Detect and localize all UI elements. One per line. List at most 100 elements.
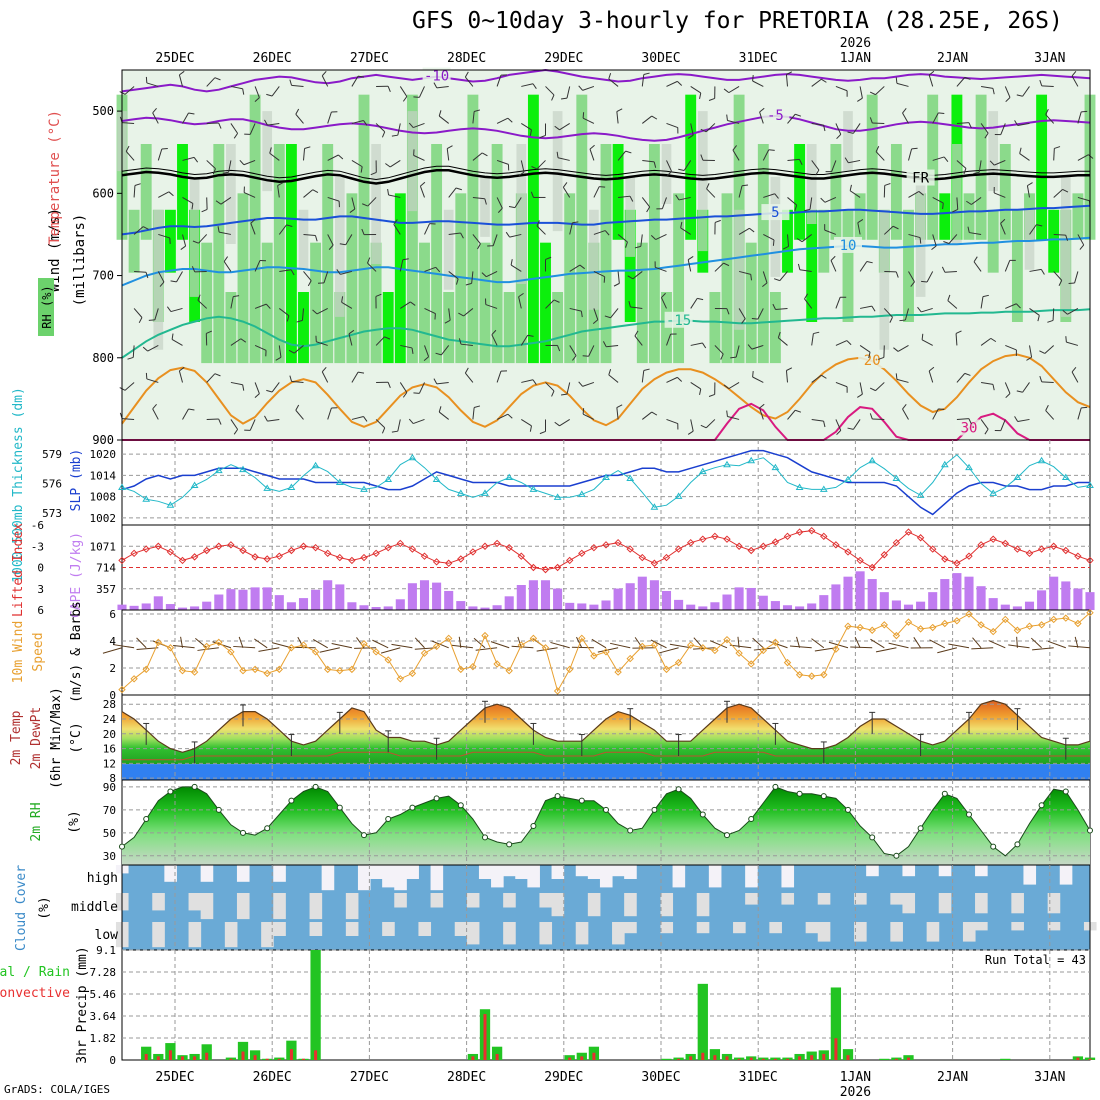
cloud-clear-cell [527, 865, 540, 888]
upper-barb [182, 197, 194, 204]
surface-barb [354, 647, 377, 649]
upper-barb-flag [420, 181, 426, 187]
lifted-index-marker [662, 553, 671, 562]
bottom-date-label: 1JAN [840, 1070, 871, 1085]
cloud-clear-cell [624, 922, 637, 934]
upper-barb [436, 85, 449, 89]
upper-barb [152, 112, 159, 124]
cloud-clear-cell [1047, 922, 1061, 931]
upper-barb [683, 160, 692, 171]
upper-barb [655, 233, 667, 240]
upper-barb [1067, 308, 1079, 315]
upper-barb-flag [188, 112, 195, 115]
upper-barb [617, 271, 620, 284]
upper-barb [400, 301, 411, 309]
cloud-clear-cell [769, 922, 782, 934]
upper-barb-flag [968, 418, 972, 425]
rh-band-dry [334, 176, 345, 317]
wind-speed-marker [626, 654, 634, 663]
cloud-clear-cell [902, 893, 916, 914]
precip-conv-bar [144, 1053, 148, 1060]
upper-barb-flag [1014, 416, 1019, 422]
upper-barb-flag [1040, 269, 1045, 275]
wind-speed-marker [928, 623, 937, 632]
lifted-index-marker [1049, 542, 1058, 550]
upper-barb-flag [747, 344, 753, 350]
rh-band-moist [249, 94, 261, 364]
lifted-index-marker [396, 539, 405, 548]
upper-barb-flag [741, 318, 746, 324]
upper-barb [341, 301, 353, 309]
slp-tick-label: 1014 [90, 469, 117, 482]
upper-barb [1077, 234, 1085, 246]
upper-barb [1029, 224, 1037, 235]
upper-barb [777, 337, 788, 346]
upper-barb [763, 193, 775, 198]
cloud-clear-cell [188, 893, 202, 911]
upper-barb [835, 340, 848, 346]
upper-barb-flag [560, 393, 568, 396]
precip-total-bar [1000, 1058, 1011, 1060]
lifted-index-marker [747, 546, 755, 555]
upper-barb [254, 382, 260, 394]
upper-barb-flag [634, 245, 641, 249]
upper-barb-flag [1005, 393, 1011, 399]
upper-barb [848, 159, 861, 164]
lifted-index-marker [408, 545, 417, 553]
upper-barb [496, 74, 502, 87]
upper-barb-flag [1037, 315, 1040, 322]
upper-barb-flag [384, 336, 391, 340]
rh-band-high [782, 209, 793, 273]
wind-speed-line [121, 612, 1091, 693]
lifted-index-marker [299, 542, 308, 550]
thickness-marker [723, 460, 731, 468]
upper-barb-flag [191, 203, 194, 210]
upper-barb [566, 86, 571, 99]
cape-bar [347, 602, 357, 610]
cloud-clear-cell [612, 865, 625, 877]
upper-barb [926, 271, 934, 283]
precip-conv-bar [725, 1056, 729, 1060]
cape-bar [758, 595, 768, 610]
upper-barb [147, 345, 159, 352]
rh-band-moist [721, 193, 733, 364]
upper-barb [278, 308, 290, 317]
cape-bar [456, 601, 466, 610]
upper-barb [351, 75, 359, 87]
upper-barb [1029, 268, 1042, 272]
upper-barb-flag [578, 381, 583, 387]
upper-barb-flag [952, 208, 958, 213]
upper-barb [759, 407, 764, 420]
cape-bar [226, 589, 236, 610]
upper-barb [852, 419, 861, 430]
cloud-clear-cell [854, 893, 867, 905]
upper-barb [641, 411, 653, 420]
upper-barb [811, 333, 814, 346]
thickness-marker [674, 492, 683, 499]
upper-barb-flag [643, 368, 650, 372]
cape-bar [250, 587, 260, 610]
upper-barb-flag [910, 281, 915, 287]
cape-bar [238, 589, 248, 610]
upper-barb-flag [217, 226, 220, 233]
lifted-index-marker [275, 552, 284, 560]
lifted-index-marker [553, 563, 562, 572]
precip-total-bar [576, 1052, 587, 1060]
rh-marker [215, 806, 222, 813]
cape-bar [565, 602, 575, 610]
upper-barb [316, 341, 328, 346]
rh-band-dry [734, 209, 744, 330]
upper-barb [400, 344, 413, 349]
upper-barb-flag [697, 297, 704, 301]
upper-barb-flag [529, 129, 532, 136]
upper-barb-flag [554, 421, 560, 427]
cape-bar [577, 603, 587, 610]
cape-bar [649, 580, 659, 610]
cloud-clear-cell [975, 893, 988, 914]
upper-barb-flag [869, 117, 873, 124]
cape-bar [710, 602, 720, 610]
upper-barb-flag [455, 278, 459, 285]
cape-bar [1073, 588, 1083, 610]
upper-barb-flag [266, 93, 273, 97]
rh-band-moist [1072, 193, 1084, 240]
